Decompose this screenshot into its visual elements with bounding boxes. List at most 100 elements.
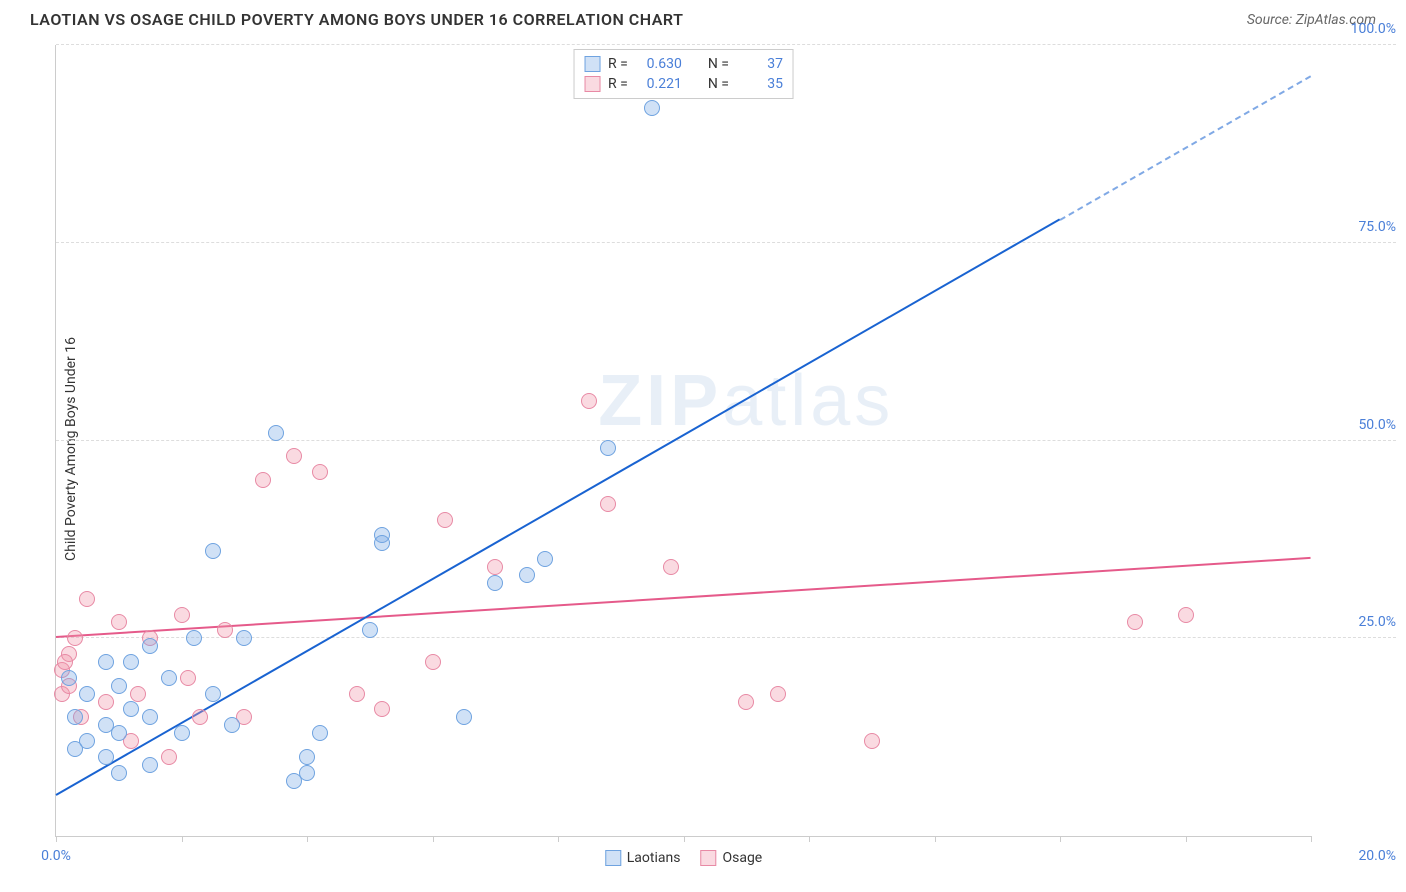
data-point-laotians: [236, 630, 252, 646]
x-tick: [56, 836, 57, 842]
data-point-osage: [864, 733, 880, 749]
data-point-laotians: [644, 100, 660, 116]
data-point-laotians: [456, 709, 472, 725]
chart-plot-area: Child Poverty Among Boys Under 16 ZIPatl…: [55, 45, 1311, 837]
data-point-laotians: [374, 535, 390, 551]
data-point-laotians: [186, 630, 202, 646]
data-point-laotians: [487, 575, 503, 591]
x-tick: [684, 836, 685, 842]
x-tick: [1186, 836, 1187, 842]
data-point-laotians: [111, 678, 127, 694]
gridline: [56, 637, 1396, 638]
data-point-laotians: [98, 749, 114, 765]
x-tick: [433, 836, 434, 842]
data-point-laotians: [600, 440, 616, 456]
data-point-osage: [174, 607, 190, 623]
data-point-osage: [487, 559, 503, 575]
data-point-osage: [349, 686, 365, 702]
data-point-osage: [161, 749, 177, 765]
data-point-osage: [57, 654, 73, 670]
data-point-laotians: [268, 425, 284, 441]
data-point-laotians: [205, 543, 221, 559]
data-point-osage: [600, 496, 616, 512]
legend-stat-row: R = 0.221 N = 35: [584, 74, 783, 94]
gridline: [56, 44, 1396, 45]
y-tick-label: 100.0%: [1316, 21, 1396, 37]
data-point-laotians: [362, 622, 378, 638]
data-point-osage: [255, 472, 271, 488]
data-point-laotians: [205, 686, 221, 702]
data-point-laotians: [67, 741, 83, 757]
y-tick-label: 25.0%: [1316, 614, 1396, 630]
data-point-laotians: [312, 725, 328, 741]
data-point-laotians: [61, 670, 77, 686]
n-value: 35: [737, 76, 783, 92]
legend-series-label: Laotians: [627, 850, 681, 866]
n-value: 37: [737, 56, 783, 72]
data-point-osage: [286, 448, 302, 464]
x-tick-label: 0.0%: [41, 848, 71, 864]
r-value: 0.221: [636, 76, 682, 92]
legend-series-item: Laotians: [605, 850, 681, 866]
legend-series-item: Osage: [700, 850, 762, 866]
data-point-laotians: [224, 717, 240, 733]
data-point-osage: [738, 694, 754, 710]
data-point-osage: [79, 591, 95, 607]
data-point-osage: [374, 701, 390, 717]
data-point-laotians: [111, 765, 127, 781]
x-tick-label: 20.0%: [1316, 848, 1396, 864]
data-point-osage: [180, 670, 196, 686]
data-point-osage: [770, 686, 786, 702]
trend-line-extrapolated: [1060, 75, 1312, 221]
legend-swatch: [700, 850, 716, 866]
trend-line: [56, 219, 1061, 797]
data-point-osage: [130, 686, 146, 702]
data-point-osage: [192, 709, 208, 725]
r-label: R =: [608, 56, 628, 72]
y-axis-label: Child Poverty Among Boys Under 16: [63, 337, 79, 561]
legend-series-label: Osage: [722, 850, 762, 866]
data-point-osage: [312, 464, 328, 480]
y-tick-label: 50.0%: [1316, 417, 1396, 433]
legend-swatch: [584, 76, 600, 92]
x-tick: [307, 836, 308, 842]
legend-swatch: [605, 850, 621, 866]
data-point-osage: [111, 614, 127, 630]
n-label: N =: [708, 56, 729, 72]
legend-series: Laotians Osage: [605, 850, 762, 866]
data-point-osage: [437, 512, 453, 528]
gridline: [56, 440, 1396, 441]
data-point-laotians: [519, 567, 535, 583]
data-point-osage: [1178, 607, 1194, 623]
data-point-laotians: [98, 654, 114, 670]
x-tick: [1060, 836, 1061, 842]
data-point-osage: [98, 694, 114, 710]
gridline: [56, 242, 1396, 243]
r-label: R =: [608, 76, 628, 92]
data-point-osage: [217, 622, 233, 638]
data-point-osage: [663, 559, 679, 575]
data-point-laotians: [111, 725, 127, 741]
chart-title: LAOTIAN VS OSAGE CHILD POVERTY AMONG BOY…: [30, 10, 683, 29]
x-tick: [809, 836, 810, 842]
y-tick-label: 75.0%: [1316, 219, 1396, 235]
data-point-laotians: [142, 757, 158, 773]
r-value: 0.630: [636, 56, 682, 72]
data-point-laotians: [67, 709, 83, 725]
x-tick: [558, 836, 559, 842]
x-tick: [1311, 836, 1312, 842]
data-point-laotians: [299, 765, 315, 781]
data-point-osage: [425, 654, 441, 670]
data-point-laotians: [123, 654, 139, 670]
n-label: N =: [708, 76, 729, 92]
data-point-laotians: [161, 670, 177, 686]
data-point-laotians: [142, 638, 158, 654]
data-point-laotians: [79, 686, 95, 702]
x-tick: [935, 836, 936, 842]
data-point-osage: [1127, 614, 1143, 630]
data-point-osage: [67, 630, 83, 646]
x-tick: [182, 836, 183, 842]
trend-line: [56, 557, 1311, 638]
data-point-laotians: [123, 701, 139, 717]
legend-stat-row: R = 0.630 N = 37: [584, 54, 783, 74]
